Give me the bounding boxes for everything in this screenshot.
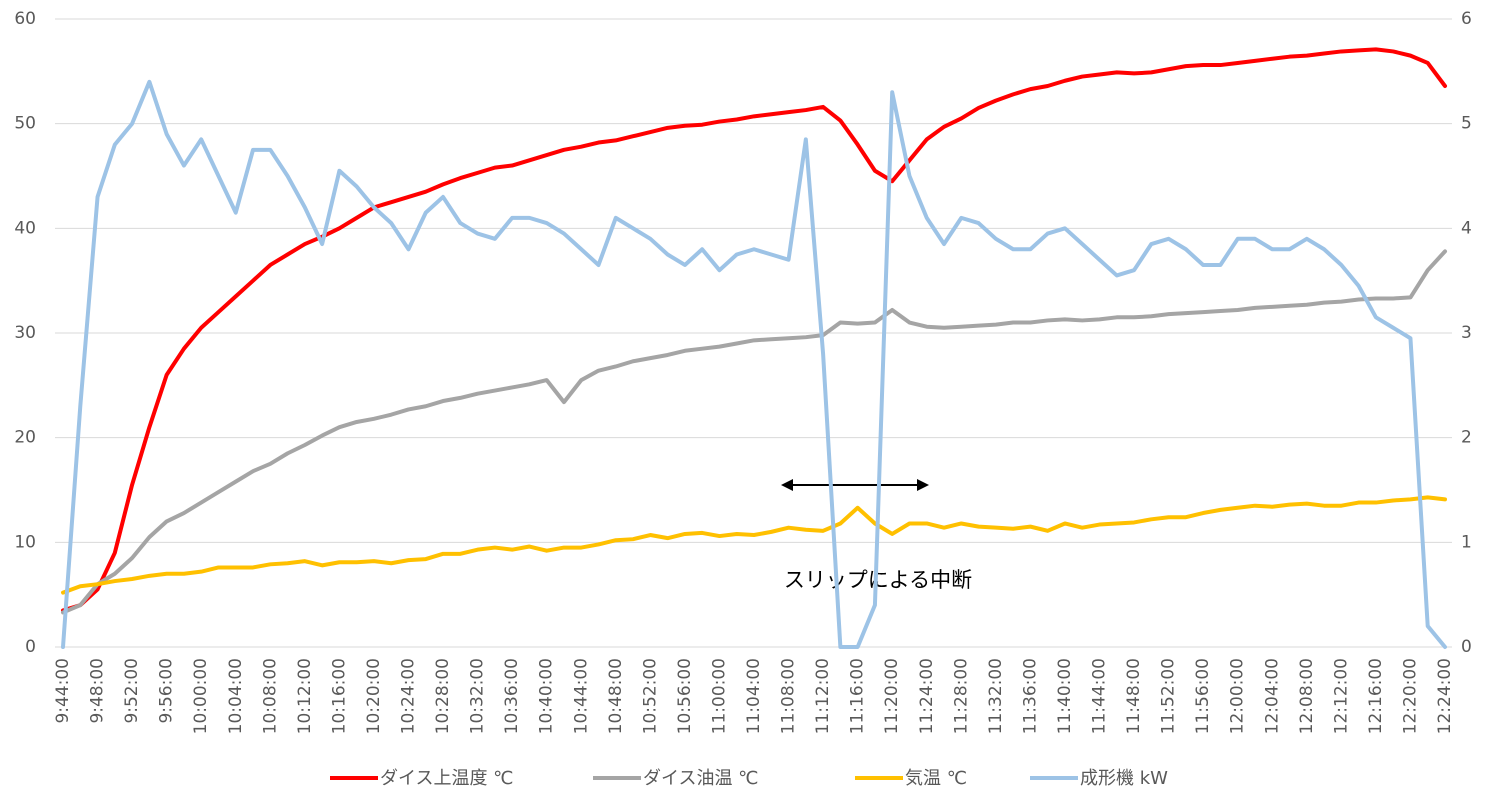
x-tick-label: 10:32:00 xyxy=(468,658,488,734)
x-tick-label: 12:16:00 xyxy=(1366,658,1386,734)
y2-tick-label: 3 xyxy=(1461,323,1472,343)
legend-label: ダイス油温 ℃ xyxy=(643,768,758,789)
x-tick-label: 10:36:00 xyxy=(502,658,522,734)
x-tick-label: 10:44:00 xyxy=(571,658,591,734)
x-tick-label: 11:52:00 xyxy=(1159,658,1179,734)
y-tick-label: 0 xyxy=(25,637,36,657)
x-tick-label: 11:40:00 xyxy=(1055,658,1075,734)
x-tick-label: 10:12:00 xyxy=(295,658,315,734)
x-tick-label: 12:00:00 xyxy=(1228,658,1248,734)
y-tick-label: 40 xyxy=(14,218,36,238)
x-tick-label: 10:00:00 xyxy=(191,658,211,734)
series-line xyxy=(61,249,1447,615)
x-tick-label: 10:20:00 xyxy=(364,658,384,734)
x-tick-label: 11:56:00 xyxy=(1193,658,1213,734)
x-tick-label: 10:48:00 xyxy=(606,658,626,734)
y-tick-label: 50 xyxy=(14,114,36,134)
legend-label: ダイス上温度 ℃ xyxy=(380,768,513,789)
x-tick-label: 12:08:00 xyxy=(1297,658,1317,734)
x-tick-label: 11:12:00 xyxy=(813,658,833,734)
x-tick-label: 10:28:00 xyxy=(433,658,453,734)
x-tick-label: 11:48:00 xyxy=(1124,658,1144,734)
x-tick-label: 10:08:00 xyxy=(260,658,280,734)
x-tick-label: 10:56:00 xyxy=(675,658,695,734)
x-tick-label: 10:16:00 xyxy=(329,658,349,734)
x-tick-label: 11:44:00 xyxy=(1090,658,1110,734)
x-tick-label: 9:52:00 xyxy=(122,658,142,724)
x-tick-label: 11:28:00 xyxy=(951,658,971,734)
y2-tick-label: 1 xyxy=(1461,532,1472,552)
grid xyxy=(55,18,1452,648)
y2-tick-label: 5 xyxy=(1461,114,1472,134)
y2-tick-label: 4 xyxy=(1461,218,1472,238)
x-tick-label: 12:24:00 xyxy=(1435,658,1455,734)
x-tick-label: 10:52:00 xyxy=(640,658,660,734)
series-line xyxy=(61,79,1447,649)
x-tick-label: 9:56:00 xyxy=(157,658,177,724)
series-line xyxy=(61,495,1447,595)
legend-label: 気温 ℃ xyxy=(905,768,967,789)
legend-label: 成形機 kW xyxy=(1080,768,1168,789)
y2-tick-label: 2 xyxy=(1461,428,1472,448)
y-tick-label: 20 xyxy=(14,428,36,448)
x-tick-label: 11:24:00 xyxy=(917,658,937,734)
x-tick-label: 10:24:00 xyxy=(399,658,419,734)
legend: ダイス上温度 ℃ ダイス油温 ℃ 気温 ℃ 成形機 kW xyxy=(330,768,1168,789)
x-tick-label: 11:32:00 xyxy=(986,658,1006,734)
y-tick-label: 10 xyxy=(14,532,36,552)
y-tick-label: 30 xyxy=(14,323,36,343)
y2-tick-label: 6 xyxy=(1461,9,1472,29)
x-tick-label: 11:36:00 xyxy=(1020,658,1040,734)
x-tick-label: 12:20:00 xyxy=(1400,658,1420,734)
x-tick-label: 11:04:00 xyxy=(744,658,764,734)
x-tick-label: 10:04:00 xyxy=(226,658,246,734)
x-tick-label: 12:04:00 xyxy=(1262,658,1282,734)
x-tick-label: 11:16:00 xyxy=(848,658,868,734)
x-tick-label: 11:08:00 xyxy=(779,658,799,734)
x-tick-label: 9:44:00 xyxy=(53,658,73,724)
x-tick-label: 12:12:00 xyxy=(1331,658,1351,734)
y2-tick-label: 0 xyxy=(1461,637,1472,657)
series-line xyxy=(61,47,1447,613)
x-tick-label: 11:00:00 xyxy=(709,658,729,734)
x-tick-label: 9:48:00 xyxy=(88,658,108,724)
x-tick-label: 11:20:00 xyxy=(882,658,902,734)
x-tick-label: 10:40:00 xyxy=(537,658,557,734)
y-tick-label: 60 xyxy=(14,9,36,29)
annotation-arrow xyxy=(781,479,929,491)
